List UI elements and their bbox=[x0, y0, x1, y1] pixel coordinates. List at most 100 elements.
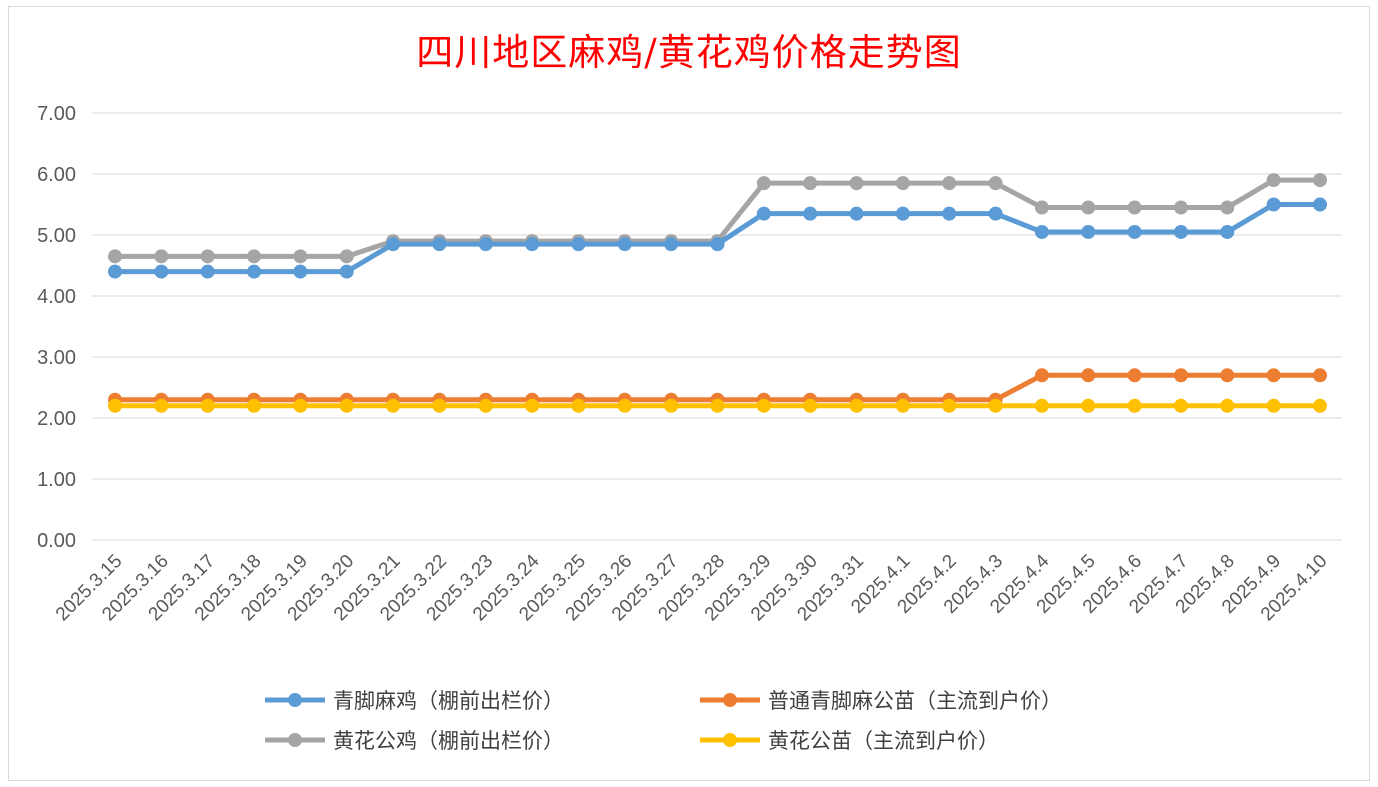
y-tick-label: 4.00 bbox=[37, 286, 76, 308]
data-point bbox=[1266, 398, 1281, 413]
data-point bbox=[154, 398, 169, 413]
data-point bbox=[247, 264, 262, 279]
y-tick-label: 3.00 bbox=[37, 347, 76, 369]
data-point bbox=[803, 176, 818, 191]
data-point bbox=[1266, 197, 1281, 212]
data-point bbox=[1313, 197, 1327, 212]
x-axis-ticks: 2025.3.152025.3.162025.3.172025.3.182025… bbox=[52, 550, 1332, 625]
data-point bbox=[1313, 398, 1327, 413]
data-point bbox=[756, 206, 771, 221]
data-point bbox=[571, 237, 586, 252]
data-point bbox=[849, 398, 864, 413]
y-tick-label: 0.00 bbox=[37, 530, 76, 552]
data-point bbox=[617, 398, 632, 413]
legend: 青脚麻鸡（棚前出栏价） 普通青脚麻公苗（主流到户价） 黄花公鸡（棚前出栏价） 黄花公苗… bbox=[265, 689, 1062, 753]
data-point bbox=[1034, 398, 1049, 413]
data-point bbox=[1173, 398, 1188, 413]
data-point bbox=[1313, 368, 1327, 383]
y-tick-label: 1.00 bbox=[37, 469, 76, 491]
data-point bbox=[525, 398, 540, 413]
data-point bbox=[1034, 368, 1049, 383]
data-point bbox=[803, 398, 818, 413]
legend-item: 普通青脚麻公苗（主流到户价） bbox=[700, 689, 1062, 713]
data-point bbox=[386, 237, 401, 252]
y-axis-ticks: 0.00 1.00 2.00 3.00 4.00 5.00 6.00 7.00 bbox=[37, 103, 76, 552]
data-point bbox=[988, 398, 1003, 413]
data-point bbox=[1081, 398, 1096, 413]
legend-marker bbox=[723, 733, 737, 747]
data-point bbox=[1081, 224, 1096, 239]
data-point bbox=[200, 398, 215, 413]
data-point bbox=[339, 249, 354, 264]
data-point bbox=[988, 176, 1003, 191]
y-tick-label: 2.00 bbox=[37, 408, 76, 430]
data-point bbox=[664, 398, 679, 413]
data-point bbox=[988, 206, 1003, 221]
data-point bbox=[1220, 368, 1235, 383]
legend-item: 青脚麻鸡（棚前出栏价） bbox=[265, 689, 564, 713]
legend-label: 普通青脚麻公苗（主流到户价） bbox=[768, 689, 1062, 713]
data-point bbox=[1313, 173, 1327, 188]
data-point bbox=[942, 176, 957, 191]
data-point bbox=[108, 398, 122, 413]
y-tick-label: 7.00 bbox=[37, 103, 76, 125]
data-point bbox=[154, 249, 169, 264]
data-point bbox=[432, 398, 447, 413]
data-point bbox=[1220, 200, 1235, 215]
data-point bbox=[1034, 224, 1049, 239]
data-point bbox=[525, 237, 540, 252]
data-point bbox=[617, 237, 632, 252]
data-point bbox=[1173, 224, 1188, 239]
data-point bbox=[710, 237, 725, 252]
legend-item: 黄花公苗（主流到户价） bbox=[700, 729, 999, 753]
data-point bbox=[1034, 200, 1049, 215]
data-point bbox=[247, 398, 262, 413]
data-point bbox=[756, 176, 771, 191]
data-point bbox=[895, 398, 910, 413]
data-point bbox=[1127, 398, 1142, 413]
data-point bbox=[293, 264, 308, 279]
data-point bbox=[1220, 224, 1235, 239]
chart-title: 四川地区麻鸡/黄花鸡价格走势图 bbox=[416, 31, 962, 74]
data-point bbox=[849, 176, 864, 191]
series-layer bbox=[108, 173, 1327, 413]
gridlines bbox=[92, 112, 1342, 541]
data-point bbox=[895, 176, 910, 191]
data-point bbox=[1081, 368, 1096, 383]
legend-marker bbox=[723, 693, 737, 707]
data-point bbox=[200, 249, 215, 264]
legend-label: 青脚麻鸡（棚前出栏价） bbox=[333, 689, 564, 713]
legend-label: 黄花公苗（主流到户价） bbox=[768, 729, 999, 753]
data-point bbox=[571, 398, 586, 413]
data-point bbox=[247, 249, 262, 264]
series-3 bbox=[108, 398, 1327, 413]
data-point bbox=[803, 206, 818, 221]
data-point bbox=[478, 237, 493, 252]
data-point bbox=[1266, 368, 1281, 383]
data-point bbox=[108, 264, 122, 279]
data-point bbox=[108, 249, 122, 264]
y-tick-label: 5.00 bbox=[37, 225, 76, 247]
data-point bbox=[942, 206, 957, 221]
data-point bbox=[432, 237, 447, 252]
data-point bbox=[478, 398, 493, 413]
y-tick-label: 6.00 bbox=[37, 164, 76, 186]
data-point bbox=[1127, 200, 1142, 215]
data-point bbox=[200, 264, 215, 279]
data-point bbox=[756, 398, 771, 413]
data-point bbox=[386, 398, 401, 413]
legend-marker bbox=[288, 733, 302, 747]
data-point bbox=[293, 398, 308, 413]
legend-item: 黄花公鸡（棚前出栏价） bbox=[265, 729, 564, 753]
data-point bbox=[895, 206, 910, 221]
legend-marker bbox=[288, 693, 302, 707]
data-point bbox=[1173, 200, 1188, 215]
data-point bbox=[293, 249, 308, 264]
data-point bbox=[1266, 173, 1281, 188]
data-point bbox=[849, 206, 864, 221]
legend-label: 黄花公鸡（棚前出栏价） bbox=[333, 729, 564, 753]
series-0 bbox=[108, 197, 1327, 279]
chart-frame bbox=[8, 6, 1370, 781]
